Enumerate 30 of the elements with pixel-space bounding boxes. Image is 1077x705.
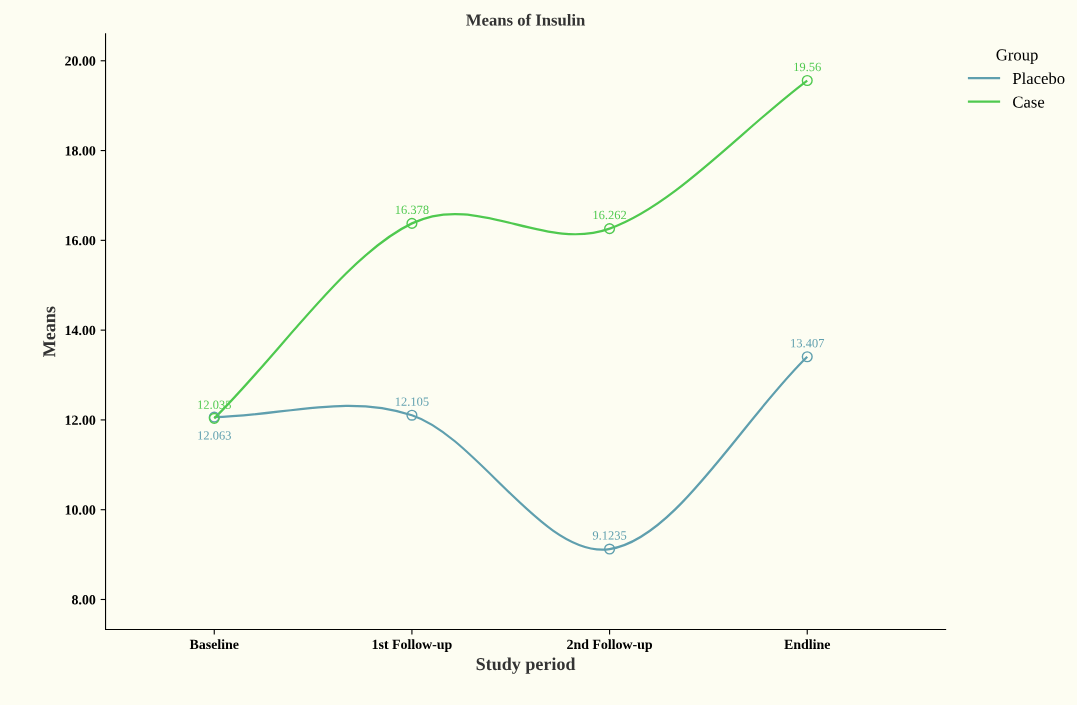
point <box>604 223 616 235</box>
y-tick-label: 20.00 <box>65 56 96 66</box>
x-tick-label: Baseline <box>189 639 239 650</box>
data-label: 9.1235 <box>592 531 627 540</box>
point <box>801 74 813 87</box>
x-tick-label: 1st Follow-up <box>372 639 452 652</box>
data-label: 12.063 <box>198 431 231 440</box>
data-label: 12.105 <box>395 397 429 406</box>
x-tick-label: 2nd Follow-up <box>567 639 653 652</box>
y-axis-title: Means <box>43 306 56 357</box>
y-tick-label: 18.00 <box>65 146 96 156</box>
data-label: 16.262 <box>593 210 627 220</box>
legend-label: Placebo <box>1012 72 1065 85</box>
legend-label: Case <box>1013 96 1045 108</box>
y-tick-label: 16.00 <box>65 235 96 246</box>
data-label: 19.56 <box>794 62 821 72</box>
chart-title: Means of Insulin <box>466 13 586 26</box>
y-tick-label: 12.00 <box>65 415 96 425</box>
x-tick-label: Endline <box>784 639 831 650</box>
y-tick-label: 8.00 <box>71 595 96 605</box>
y-tick-label: 14.00 <box>65 325 96 336</box>
point <box>604 543 616 555</box>
data-label: 13.407 <box>791 338 825 348</box>
data-label: 16.378 <box>395 205 429 215</box>
x-axis-title: Study period <box>476 657 576 674</box>
point <box>801 351 813 363</box>
point <box>406 217 418 229</box>
point <box>406 409 418 421</box>
legend-title: Group <box>996 49 1038 64</box>
y-tick-label: 10.00 <box>65 505 96 515</box>
